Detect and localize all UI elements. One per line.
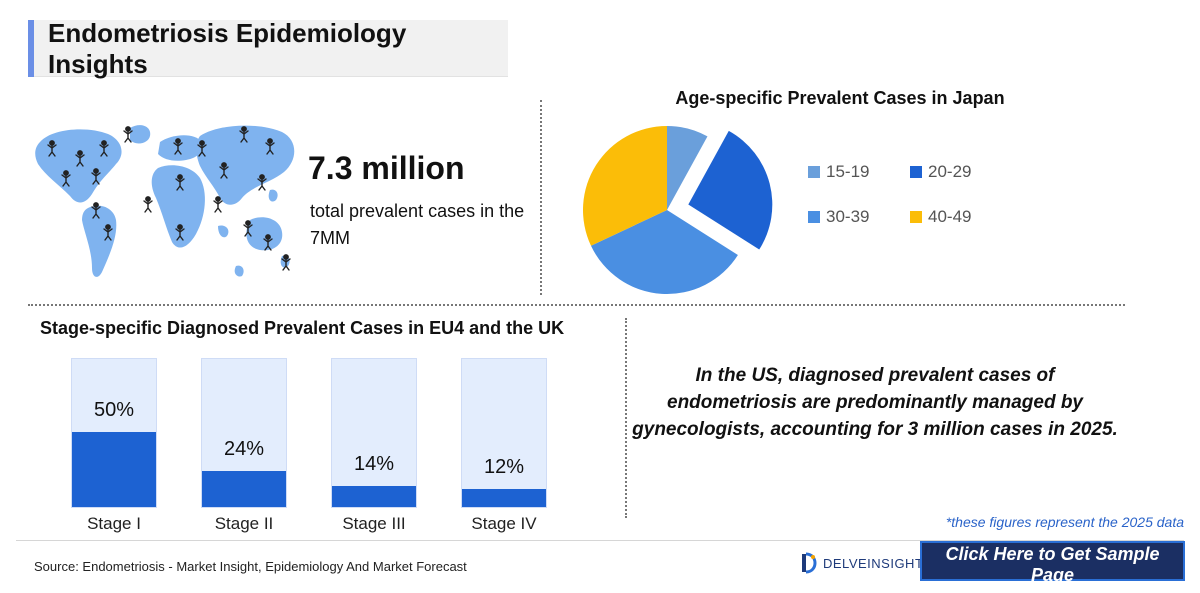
legend-label: 15-19: [826, 162, 870, 181]
legend-label: 40-49: [928, 207, 972, 226]
delveinsight-logo-icon: [802, 552, 817, 574]
total-cases-caption: total prevalent cases in the 7MM: [310, 201, 525, 248]
bar-fill-2: [202, 471, 286, 507]
bar-fill-1: [72, 432, 156, 507]
legend-label: 20-29: [928, 162, 972, 181]
age-pie-chart: [583, 126, 773, 294]
pie-slice-30-39: [590, 210, 738, 294]
divider-bottom: [625, 318, 627, 518]
us-insight-text: In the US, diagnosed prevalent cases of …: [632, 365, 1118, 440]
bar-category-label: Stage III: [342, 514, 406, 533]
bar-value-label: 12%: [483, 456, 525, 478]
legend-label: 30-39: [826, 207, 870, 226]
bar-track-3: 14%: [331, 358, 417, 508]
legend-item-40-49: 40-49: [910, 207, 971, 227]
brand-logo: DELVEINSIGHT: [800, 551, 923, 575]
bar-fill-3: [332, 486, 416, 507]
source-text: Source: Endometriosis - Market Insight, …: [34, 559, 467, 574]
bar-value-label: 24%: [223, 438, 265, 460]
bar-track-2: 24%: [201, 358, 287, 508]
bar-fill-4: [462, 489, 546, 507]
page-title: Endometriosis Epidemiology Insights: [48, 17, 407, 79]
bar-category-label: Stage II: [214, 514, 274, 533]
divider-middle: [28, 304, 1125, 306]
legend-swatch: [808, 166, 820, 178]
bar-track-1: 50%: [71, 358, 157, 508]
bar-category-label: Stage IV: [471, 514, 537, 533]
legend-item-20-29: 20-29: [910, 162, 971, 182]
header-banner: Endometriosis Epidemiology Insights: [28, 17, 508, 79]
bar-track-4: 12%: [461, 358, 547, 508]
footer-divider: [16, 540, 1184, 541]
pie-slice-40-49: [583, 126, 667, 246]
get-sample-page-button[interactable]: Click Here to Get Sample Page: [920, 541, 1185, 585]
pie-chart-title: Age-specific Prevalent Cases in Japan: [675, 88, 1005, 108]
legend-swatch: [910, 211, 922, 223]
legend-swatch: [808, 211, 820, 223]
total-cases-value: 7.3 million: [308, 150, 465, 186]
divider-top: [540, 100, 542, 295]
pie-slice-20-29: [688, 130, 773, 250]
bar-value-label: 14%: [353, 453, 395, 475]
legend-item-15-19: 15-19: [808, 162, 869, 182]
bar-category-label: Stage I: [87, 514, 141, 533]
pie-slice-15-19: [667, 126, 708, 210]
bar-value-label: 50%: [93, 399, 135, 421]
legend-item-30-39: 30-39: [808, 207, 869, 227]
legend-swatch: [910, 166, 922, 178]
bar-chart-title: Stage-specific Diagnosed Prevalent Cases…: [40, 318, 565, 338]
brand-name: DELVEINSIGHT: [823, 555, 924, 571]
data-footnote: *these figures represent the 2025 data: [945, 514, 1184, 530]
world-map-icon: [35, 125, 295, 277]
